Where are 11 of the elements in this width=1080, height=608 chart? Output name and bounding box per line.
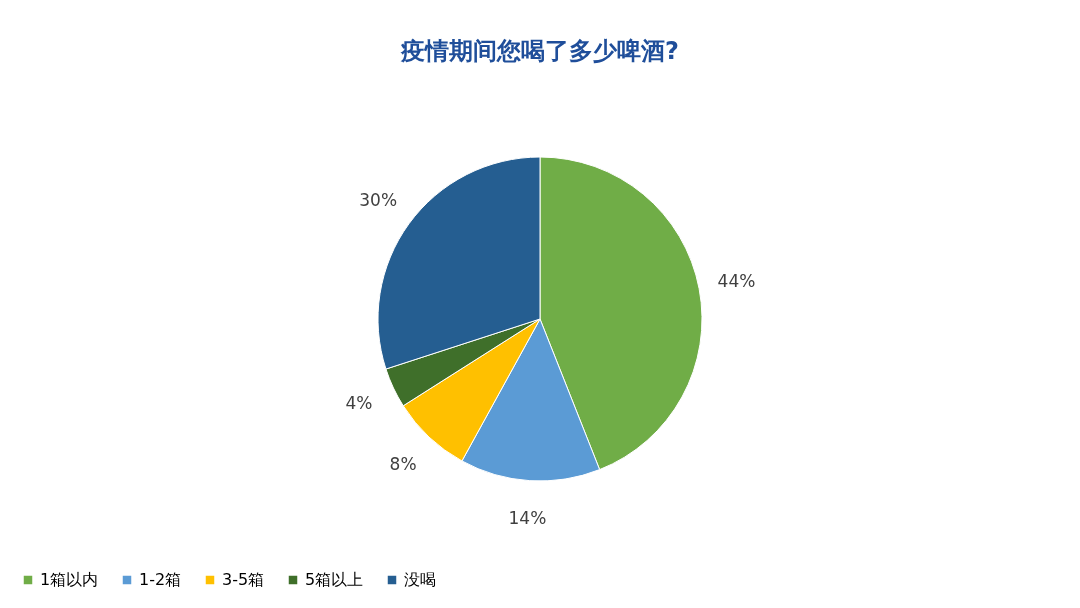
data-label: 14% <box>508 507 547 528</box>
data-label: 8% <box>389 453 417 474</box>
data-label: 44% <box>717 270 756 291</box>
legend-label: 没喝 <box>404 570 436 589</box>
legend-label: 1-2箱 <box>139 570 182 589</box>
chart-title: 疫情期间您喝了多少啤酒? <box>400 37 679 65</box>
legend-label: 5箱以上 <box>305 570 364 589</box>
data-label: 4% <box>345 393 373 414</box>
data-label: 30% <box>359 190 398 211</box>
legend-label: 3-5箱 <box>222 570 265 589</box>
legend-label: 1箱以内 <box>40 570 99 589</box>
